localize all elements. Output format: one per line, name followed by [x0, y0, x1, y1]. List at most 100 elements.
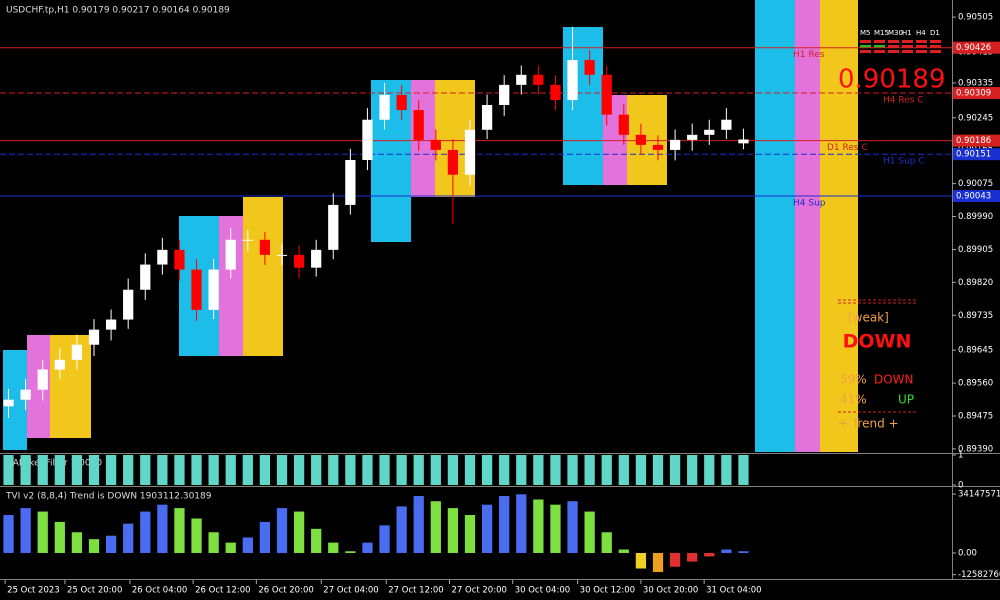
bar	[481, 504, 493, 553]
candle-body	[242, 239, 253, 241]
candle-body	[20, 389, 31, 400]
candle-body	[140, 264, 151, 290]
bull-pct: 41%	[840, 393, 867, 407]
candle-body	[362, 119, 373, 161]
bar	[242, 455, 253, 485]
bar	[430, 501, 441, 553]
bar	[54, 455, 65, 485]
bar	[123, 523, 134, 553]
candle-body	[704, 129, 715, 135]
bar	[105, 535, 117, 553]
timeframe-cell	[874, 40, 885, 43]
level-name: H1 Res	[793, 50, 825, 60]
candle-body	[516, 74, 527, 85]
bar	[20, 455, 31, 485]
timeframe-cell	[902, 50, 913, 53]
bar	[669, 552, 681, 567]
bar	[533, 455, 544, 485]
bar	[533, 499, 544, 553]
level-price: 0.90426	[956, 43, 991, 53]
candle-body	[3, 399, 14, 407]
y-tick-label: 0.89560	[958, 379, 993, 389]
bar	[481, 455, 493, 485]
timeframe-cell	[930, 40, 941, 43]
timeframe-cell	[916, 40, 927, 43]
bar	[618, 455, 629, 485]
bar	[362, 455, 373, 485]
candle-body	[208, 269, 219, 310]
bar	[396, 455, 407, 485]
timeframe-label: H4	[916, 29, 926, 37]
bar	[550, 455, 561, 485]
y-tick-label: 0.89990	[958, 212, 993, 222]
bar	[499, 455, 510, 485]
candle-body	[345, 160, 356, 205]
level-name: H4 Sup	[793, 199, 826, 209]
x-tick-label: 26 Oct 04:00	[132, 586, 187, 596]
candle-body	[123, 289, 134, 320]
bar	[704, 552, 715, 557]
timeframe-cell	[930, 45, 941, 48]
bar	[447, 455, 459, 485]
y-tick-label: 0.89390	[958, 444, 993, 454]
y-tick-label: 0.90245	[958, 113, 993, 123]
zone	[50, 335, 91, 438]
bar	[37, 511, 48, 553]
last-price: 0.90189	[838, 65, 946, 95]
y-tick-label: 1	[958, 451, 963, 461]
timeframe-cell	[860, 40, 871, 43]
bar	[20, 508, 31, 553]
bar	[738, 455, 749, 485]
bar	[174, 508, 185, 553]
candle-body	[652, 144, 664, 150]
signal-column	[820, 0, 858, 452]
candle-body	[430, 139, 441, 150]
candle-body	[481, 105, 493, 130]
candle-body	[687, 134, 698, 140]
bar	[687, 455, 698, 485]
x-tick-label: 26 Oct 12:00	[195, 586, 250, 596]
bar	[584, 455, 595, 485]
candle-body	[276, 254, 288, 256]
bar	[464, 455, 476, 485]
candle-body	[550, 84, 561, 100]
zone	[563, 27, 603, 185]
y-tick-label: -12582766	[958, 570, 1000, 580]
candle-body	[396, 94, 407, 111]
bar	[276, 455, 288, 485]
level-price-box	[953, 134, 1000, 147]
timeframe-label: M5	[860, 29, 871, 37]
bar	[687, 552, 698, 562]
candle-body	[464, 129, 476, 175]
bar	[516, 494, 527, 553]
bar	[191, 518, 202, 553]
timeframe-cell	[860, 45, 871, 48]
bar	[413, 496, 424, 553]
bar	[704, 455, 715, 485]
level-price: 0.90309	[956, 89, 991, 99]
bar	[652, 552, 664, 572]
trend: + Trend +	[838, 417, 899, 431]
bar	[311, 455, 322, 485]
bar	[584, 511, 595, 553]
y-tick-label: 0.90075	[958, 179, 993, 189]
x-tick-label: 25 Oct 20:00	[67, 586, 122, 596]
candle-body	[721, 119, 732, 130]
timeframe-label: M15	[874, 29, 889, 37]
candle-body	[328, 204, 339, 250]
bar	[328, 542, 339, 553]
bar	[225, 455, 236, 485]
candle-body	[379, 94, 390, 120]
bar	[345, 455, 356, 485]
candle-body	[738, 139, 749, 144]
level-price-box	[953, 190, 1000, 203]
level-name: D1 Res C	[827, 143, 868, 153]
candle-body	[37, 369, 48, 390]
timeframe-cell	[916, 45, 927, 48]
signal-column	[795, 0, 820, 452]
level-price-box	[953, 148, 1000, 161]
bar	[123, 455, 134, 485]
timeframe-cell	[860, 50, 871, 53]
timeframe-cell	[874, 50, 885, 53]
x-tick-label: 30 Oct 20:00	[643, 586, 698, 596]
